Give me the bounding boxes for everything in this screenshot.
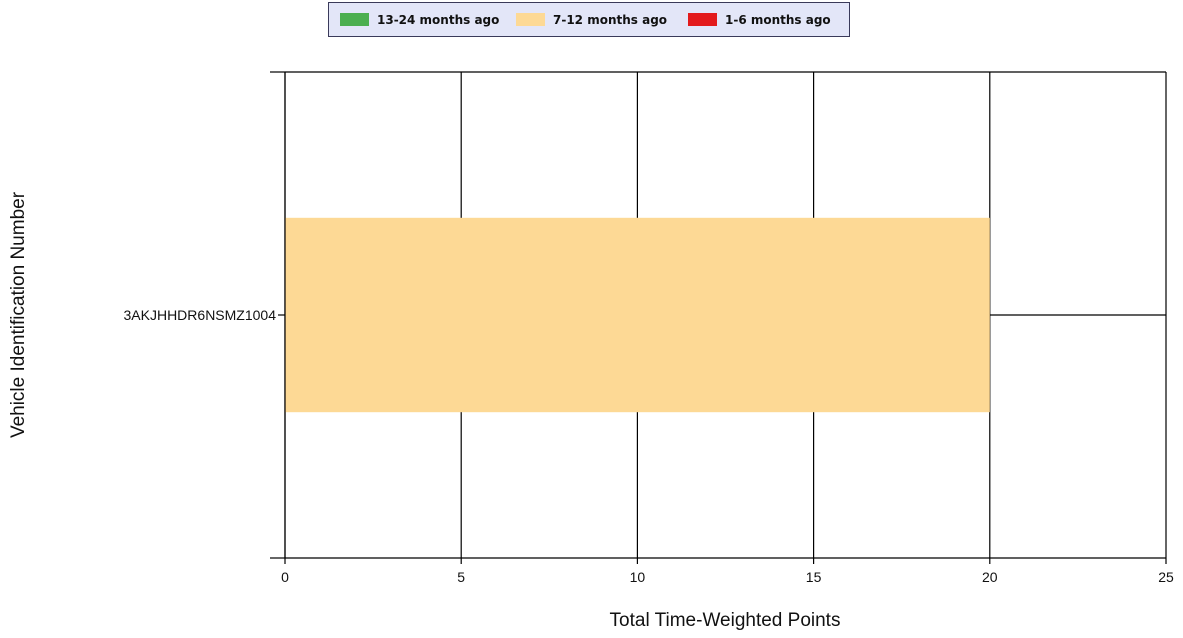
y-ticks: 3AKJHHDR6NSMZ1004 xyxy=(124,307,285,323)
legend-swatch-2 xyxy=(688,13,717,26)
legend-item-2: 1-6 months ago xyxy=(688,3,831,36)
legend-item-0: 13-24 months ago xyxy=(340,3,499,36)
legend-label-1: 7-12 months ago xyxy=(553,12,668,27)
bars xyxy=(285,217,990,413)
x-axis-title: Total Time-Weighted Points xyxy=(610,610,841,631)
legend-item-1: 7-12 months ago xyxy=(516,3,667,36)
bar-0-series-1[interactable] xyxy=(285,217,990,413)
x-tick-label-4: 20 xyxy=(982,569,998,585)
y-tick-label-0: 3AKJHHDR6NSMZ1004 xyxy=(124,307,277,323)
y-axis-title: Vehicle Identification Number xyxy=(8,191,29,438)
x-ticks: 0 5 10 15 20 25 xyxy=(281,558,1174,585)
x-tick-label-1: 5 xyxy=(457,569,465,585)
legend-label-0: 13-24 months ago xyxy=(377,12,500,27)
x-tick-label-5: 25 xyxy=(1158,569,1174,585)
x-tick-label-0: 0 xyxy=(281,569,289,585)
x-tick-label-2: 10 xyxy=(630,569,646,585)
legend-swatch-1 xyxy=(516,13,545,26)
legend-swatch-0 xyxy=(340,13,369,26)
legend-label-2: 1-6 months ago xyxy=(725,12,831,27)
legend: 13-24 months ago 7-12 months ago 1-6 month… xyxy=(328,2,850,37)
x-tick-label-3: 15 xyxy=(806,569,822,585)
